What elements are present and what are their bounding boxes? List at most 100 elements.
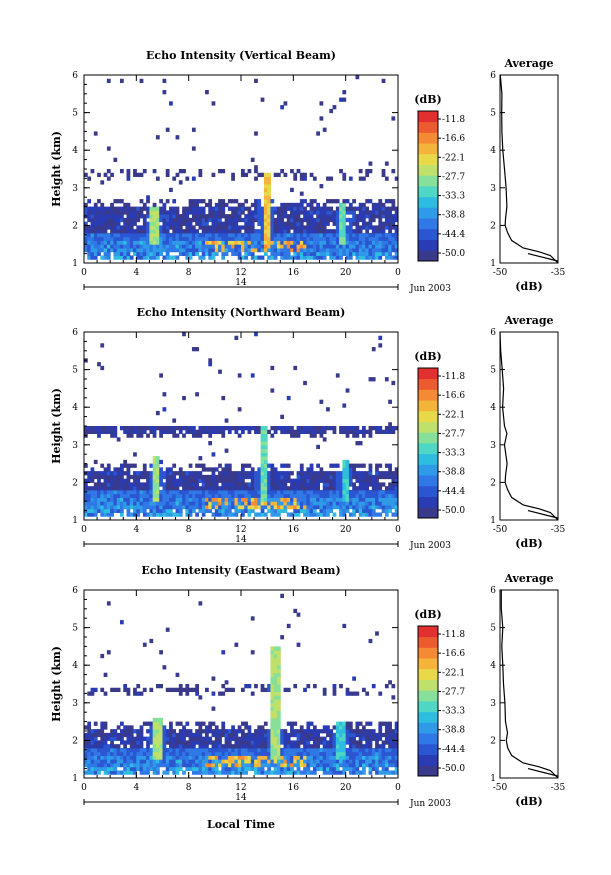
heatmap-cell — [312, 429, 317, 435]
heatmap-cell — [175, 206, 180, 211]
heatmap-cell — [342, 240, 347, 245]
heatmap-cell — [221, 214, 226, 219]
heatmap-cell — [227, 478, 232, 483]
heatmap-cell — [221, 232, 226, 238]
heatmap-cell — [273, 736, 278, 741]
heatmap-cell — [329, 759, 334, 764]
heatmap-cell — [234, 762, 239, 768]
heatmap-cell — [375, 759, 379, 764]
heatmap-cell — [188, 493, 193, 498]
heatmap-cell — [316, 762, 320, 768]
heatmap-cell — [182, 762, 186, 768]
heatmap-cell — [257, 759, 262, 764]
heatmap-cell — [142, 482, 147, 487]
heatmap-cell — [234, 474, 239, 480]
heatmap-cell — [90, 486, 95, 491]
heatmap-cell — [205, 493, 209, 498]
heatmap-cell — [119, 620, 124, 625]
heatmap-cell — [191, 236, 196, 241]
heatmap-cell — [276, 684, 281, 689]
heatmap-cell — [185, 755, 190, 760]
average-profile-line — [527, 253, 559, 262]
heatmap-cell — [368, 232, 373, 238]
heatmap-cell — [139, 725, 144, 730]
heatmap-cell — [93, 736, 98, 741]
heatmap-cell — [270, 699, 275, 704]
heatmap-cell — [224, 471, 229, 476]
heatmap-cell — [165, 225, 170, 230]
heatmap-cell — [362, 493, 366, 498]
heatmap-cell — [126, 740, 131, 745]
heatmap-cell — [221, 725, 226, 730]
heatmap-cell — [303, 497, 307, 502]
heatmap-cell — [247, 740, 252, 745]
heatmap-cell — [162, 244, 167, 249]
heatmap-cell — [113, 751, 118, 756]
heatmap-cell — [129, 474, 134, 480]
heatmap-cell — [136, 691, 141, 696]
heatmap-cell — [345, 388, 350, 393]
heatmap-cell — [375, 478, 379, 483]
heatmap-cell — [185, 225, 190, 230]
heatmap-cell — [260, 478, 265, 483]
heatmap-cell — [384, 747, 389, 753]
heatmap-cell — [208, 493, 213, 498]
heatmap-cell — [257, 236, 262, 241]
average-x-tick-label: -50 — [493, 525, 508, 535]
colorbar-tick-label: -11.8 — [442, 372, 465, 382]
heatmap-cell — [162, 747, 167, 753]
heatmap-cell — [214, 232, 219, 238]
heatmap-cell — [273, 512, 278, 517]
heatmap-cell — [110, 426, 114, 431]
heatmap-cell — [296, 729, 301, 734]
heatmap-cell — [332, 687, 337, 693]
heatmap-cell — [263, 184, 268, 189]
heatmap-cell — [391, 426, 396, 431]
heatmap-cell — [286, 736, 291, 741]
heatmap-cell — [286, 232, 291, 238]
heatmap-cell — [296, 478, 301, 483]
heatmap-cell — [110, 482, 114, 487]
heatmap-cell — [368, 504, 373, 510]
heatmap-cell — [257, 467, 262, 472]
heatmap-cell — [394, 729, 399, 734]
heatmap-cell — [247, 751, 252, 756]
heatmap-cell — [188, 759, 193, 764]
colorbar-tick-label: -50.0 — [442, 506, 465, 516]
heatmap-cell — [162, 508, 167, 513]
heatmap-cell — [365, 512, 370, 517]
heatmap-cell — [214, 229, 219, 234]
heatmap-cell — [155, 489, 160, 495]
heatmap-cell — [188, 474, 193, 480]
heatmap-cell — [237, 744, 242, 749]
colorbar-tick-label: -38.8 — [442, 726, 465, 736]
heatmap-cell — [116, 736, 121, 741]
heatmap-cell — [280, 247, 285, 253]
average-y-tick-label: 6 — [490, 328, 496, 338]
heatmap-cell — [178, 169, 183, 174]
heatmap-cell — [191, 433, 196, 438]
heatmap-cell — [218, 217, 222, 223]
heatmap-cell — [286, 770, 291, 775]
colorbar-tick-label: -22.1 — [442, 410, 465, 420]
y-tick-label: 4 — [72, 146, 78, 156]
heatmap-cell — [152, 770, 157, 775]
heatmap-cell — [286, 206, 291, 211]
heatmap-cell — [241, 721, 245, 726]
heatmap-cell — [365, 691, 370, 696]
heatmap-cell — [224, 736, 229, 741]
heatmap-cell — [155, 410, 160, 416]
heatmap-cell — [293, 721, 298, 726]
heatmap-cell — [375, 497, 379, 502]
heatmap-cell — [87, 744, 92, 749]
heatmap-cell — [162, 736, 167, 741]
heatmap-cell — [339, 236, 343, 241]
heatmap-cell — [326, 493, 330, 498]
heatmap-cell — [303, 474, 307, 480]
heatmap-cell — [224, 467, 229, 472]
heatmap-cell — [280, 762, 285, 768]
heatmap-cell — [205, 504, 209, 510]
heatmap-cell — [280, 214, 285, 219]
heatmap-cell — [227, 747, 232, 753]
heatmap-cell — [152, 474, 157, 480]
